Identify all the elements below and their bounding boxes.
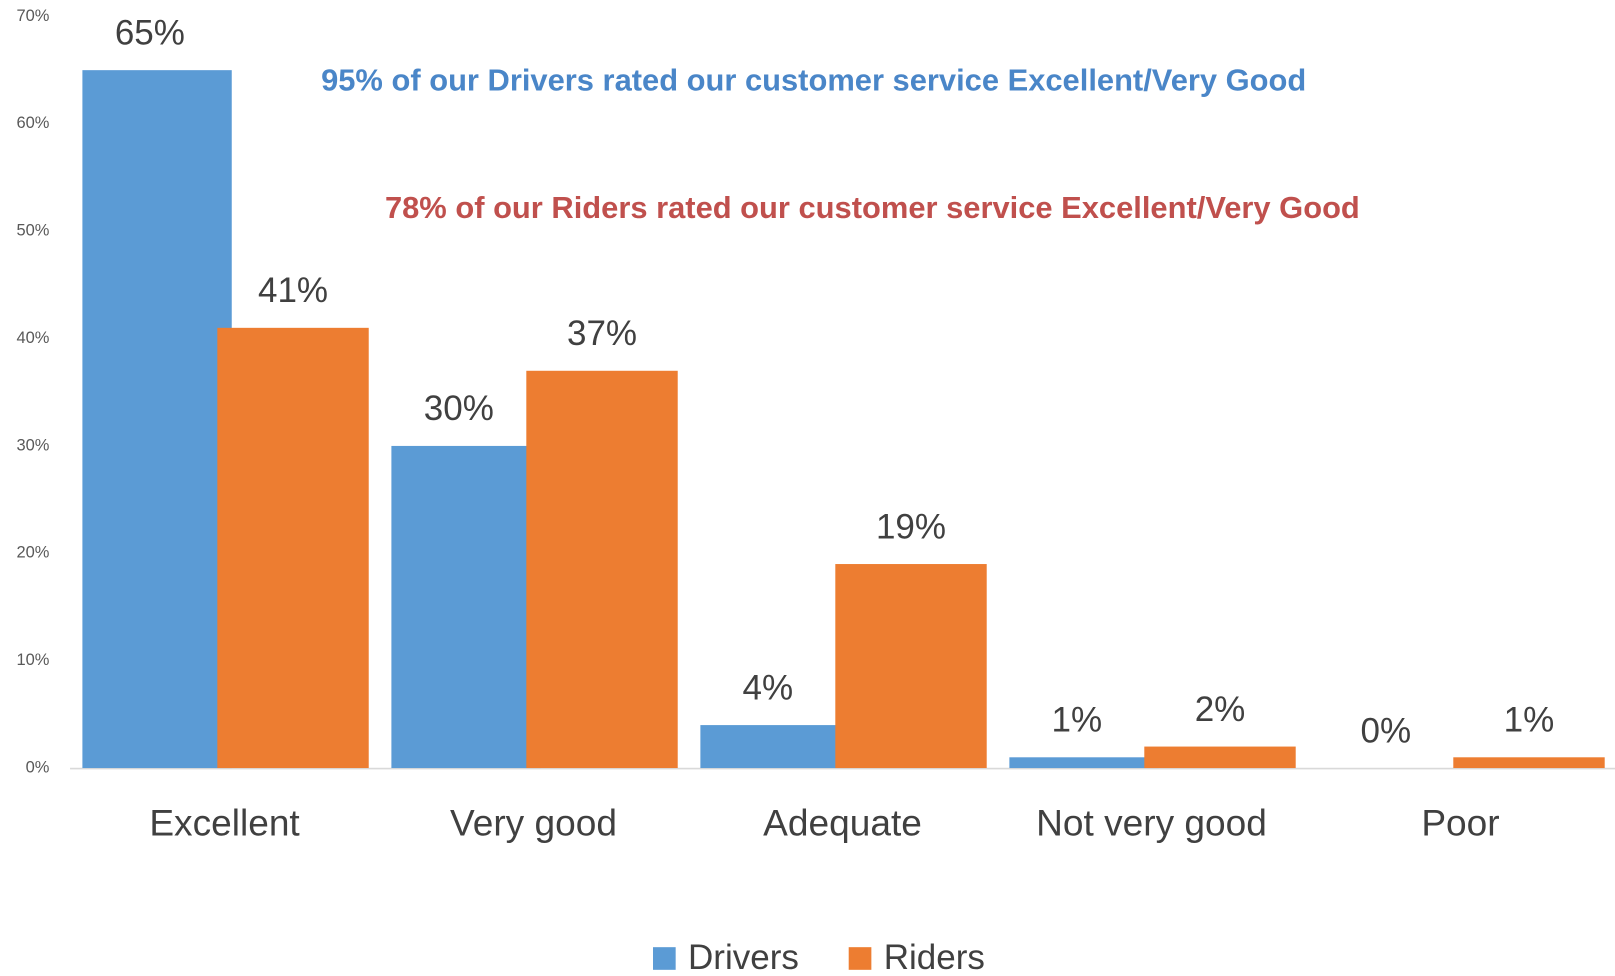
data-label: 1% — [1052, 701, 1103, 740]
bar — [391, 445, 541, 769]
y-tick-label: 70% — [16, 7, 49, 25]
bar — [1009, 757, 1159, 769]
data-label: 65% — [115, 13, 185, 52]
x-tick-label: Excellent — [149, 801, 300, 843]
x-tick-label: Adequate — [763, 801, 922, 843]
bar — [82, 70, 232, 769]
bar — [217, 327, 369, 769]
legend-swatch — [848, 947, 872, 970]
y-tick-label: 10% — [16, 651, 49, 669]
data-label: 2% — [1195, 690, 1246, 729]
annotation: 78% of our Riders rated our customer ser… — [385, 190, 1360, 225]
x-tick-label: Not very good — [1036, 801, 1267, 843]
y-tick-label: 0% — [26, 758, 50, 776]
bar — [700, 725, 850, 769]
legend-label: Riders — [884, 938, 985, 976]
data-label: 1% — [1504, 701, 1555, 740]
data-label: 41% — [258, 271, 328, 310]
data-label: 19% — [876, 507, 946, 546]
legend-swatch — [653, 947, 676, 970]
annotation: 95% of our Drivers rated our customer se… — [321, 63, 1306, 98]
data-label: 4% — [743, 668, 794, 707]
y-tick-label: 40% — [16, 329, 49, 347]
data-label: 30% — [424, 389, 494, 428]
y-tick-label: 50% — [16, 222, 49, 240]
x-tick-label: Very good — [450, 801, 617, 843]
y-tick-label: 20% — [16, 544, 49, 562]
x-tick-label: Poor — [1421, 801, 1499, 843]
data-label: 0% — [1361, 711, 1412, 750]
bar — [1453, 757, 1605, 769]
y-tick-label: 60% — [16, 114, 49, 132]
bar — [835, 564, 987, 769]
legend-label: Drivers — [688, 938, 799, 976]
bar — [1144, 746, 1296, 769]
y-tick-label: 30% — [16, 436, 49, 454]
bar — [526, 370, 678, 769]
data-label: 37% — [567, 314, 637, 353]
